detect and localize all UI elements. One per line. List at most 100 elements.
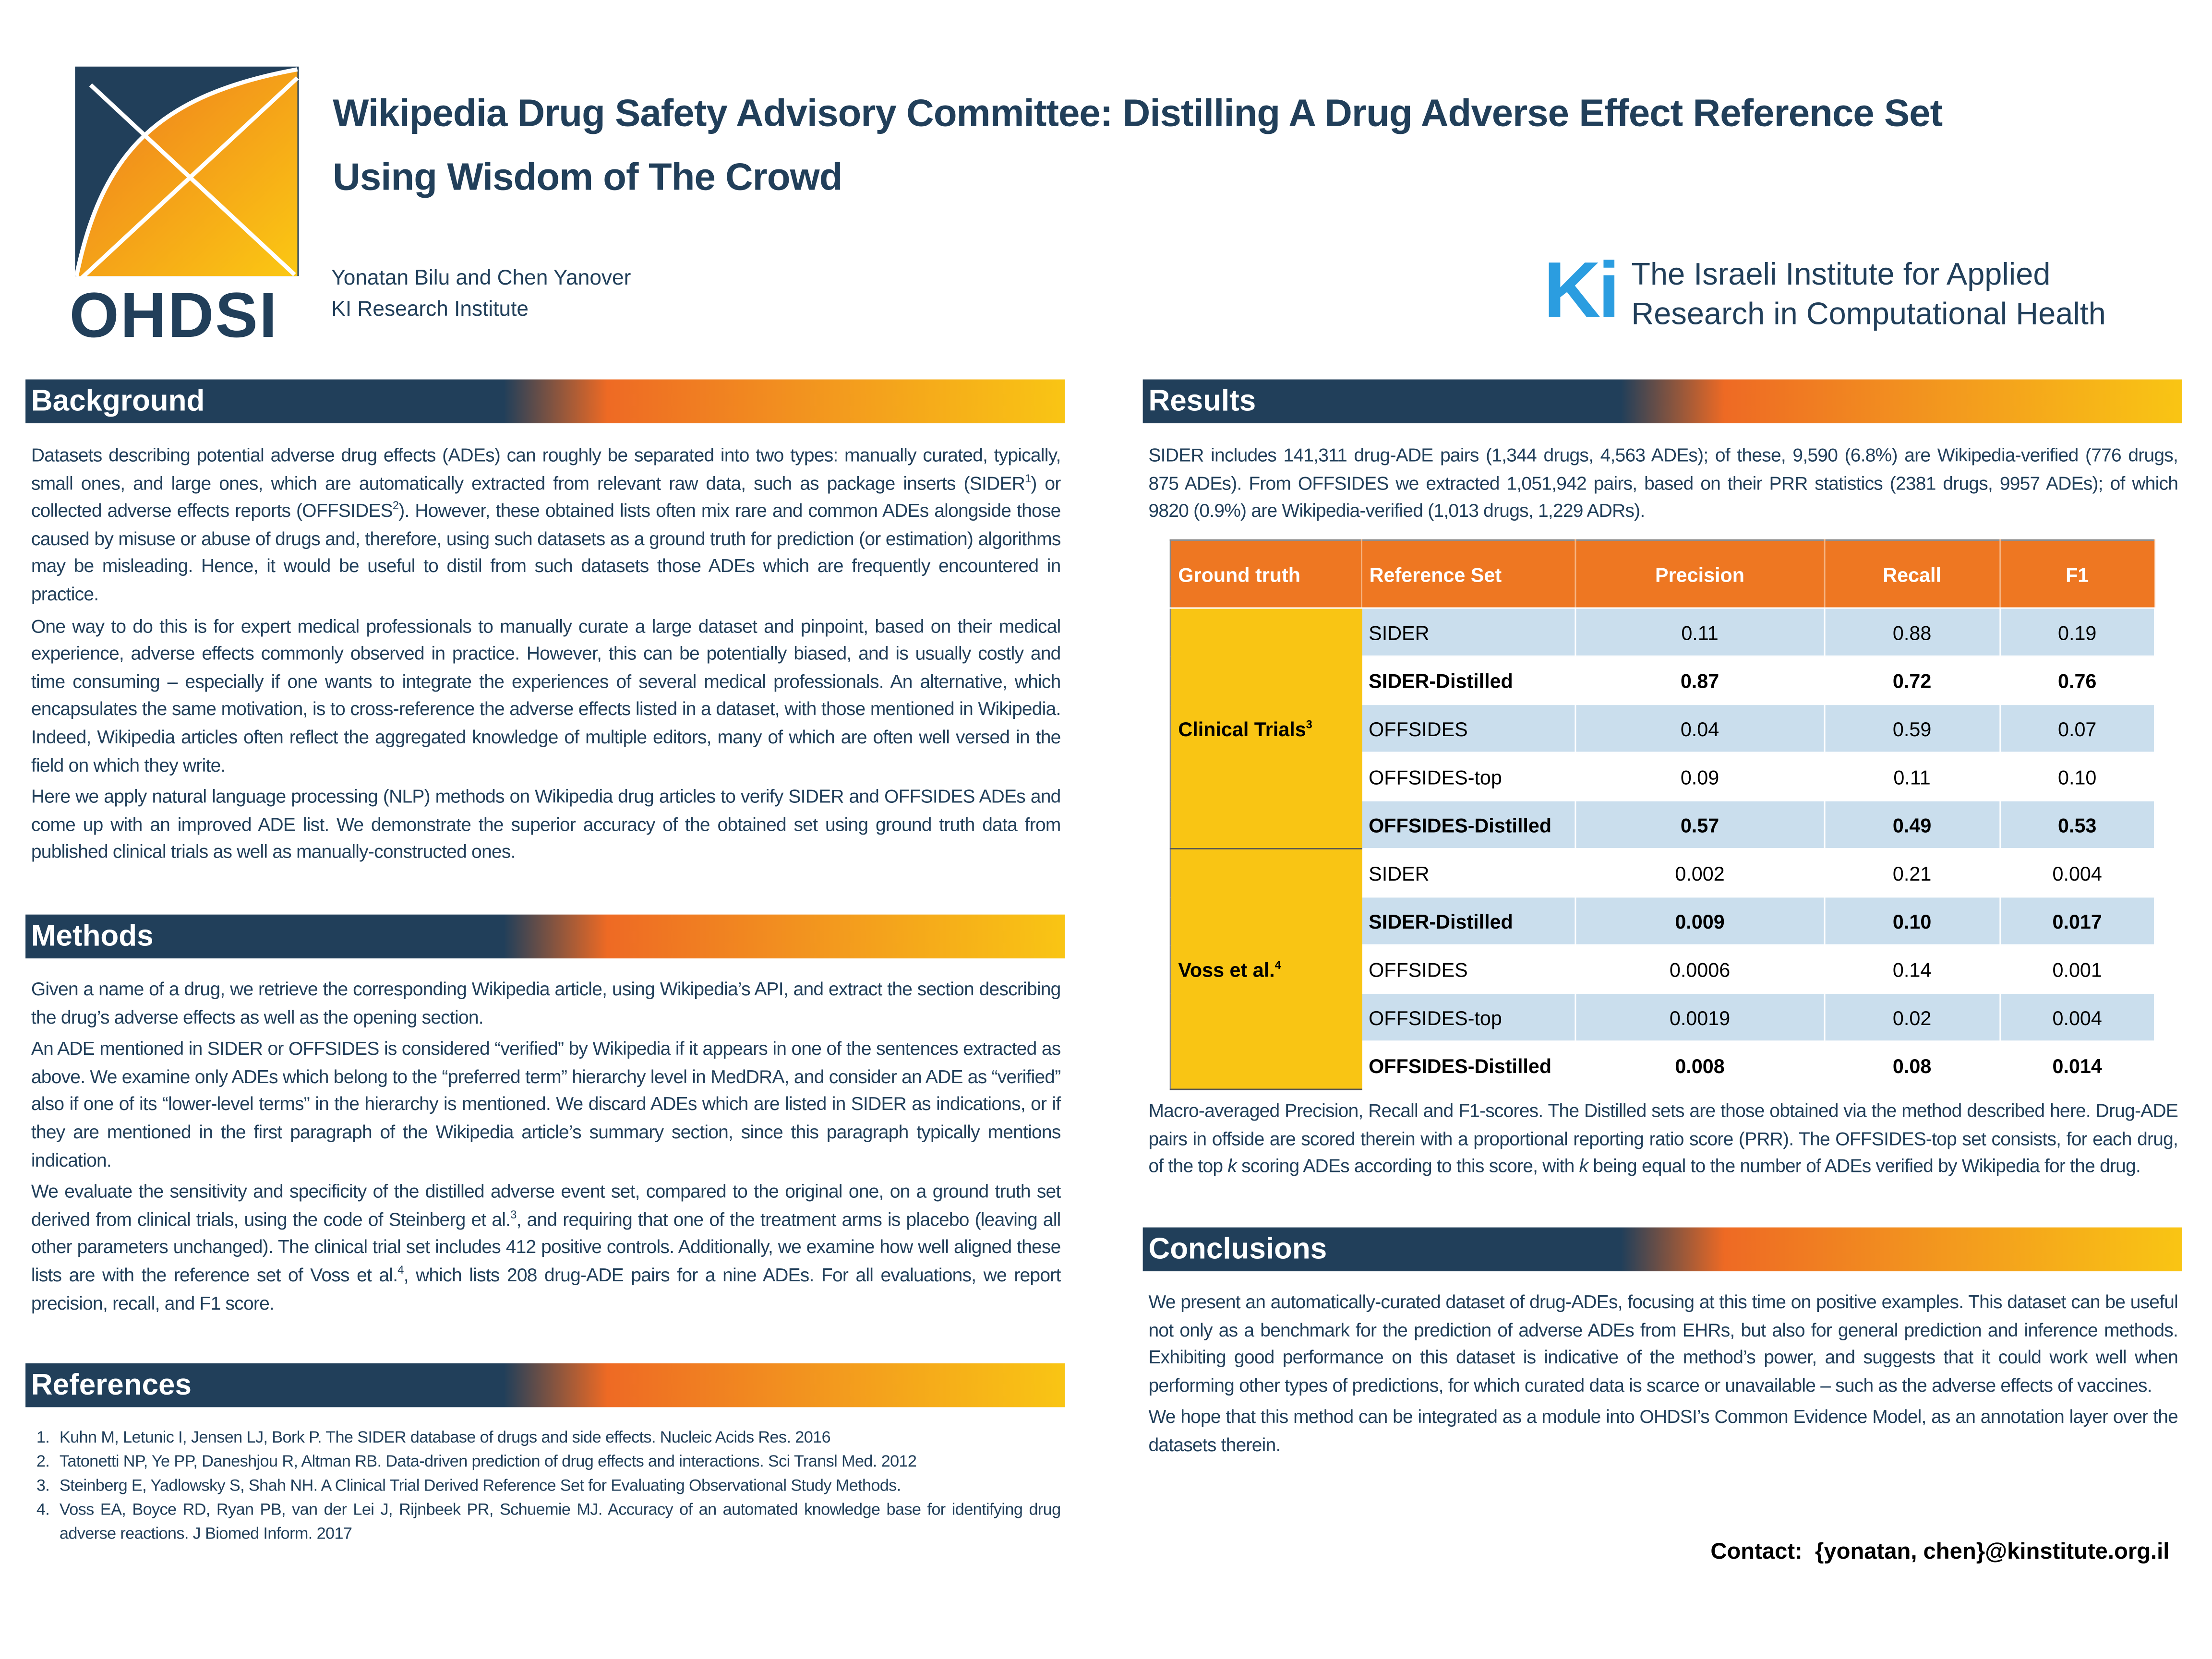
contact-info: Contact: {yonatan, chen}@kinstitute.org.…	[1710, 1540, 2170, 1564]
reference-set-cell: SIDER	[1361, 848, 1576, 898]
recall-cell: 0.11	[1824, 752, 2001, 801]
poster-title: Wikipedia Drug Safety Advisory Committee…	[333, 82, 2117, 210]
reference-set-cell: SIDER-Distilled	[1361, 896, 1576, 946]
table-row: SIDER-Distilled 0.87 0.72 0.76	[1170, 656, 2155, 705]
reference-item: Voss EA, Boyce RD, Ryan PB, van der Lei …	[54, 1498, 1061, 1546]
table-row: OFFSIDES-top 0.0019 0.02 0.004	[1170, 993, 2155, 1042]
f1-cell: 0.014	[1999, 1041, 2155, 1090]
f1-cell: 0.001	[1999, 945, 2155, 994]
reference-set-cell: OFFSIDES	[1361, 945, 1576, 994]
f1-cell: 0.53	[1999, 800, 2155, 850]
precision-cell: 0.002	[1575, 848, 1825, 898]
table-row: OFFSIDES 0.04 0.59 0.07	[1170, 704, 2155, 753]
recall-cell: 0.88	[1824, 608, 2001, 657]
reference-item: Tatonetti NP, Ye PP, Daneshjou R, Altman…	[54, 1450, 1060, 1474]
reference-set-cell: OFFSIDES	[1361, 704, 1576, 753]
reference-set-cell: SIDER-Distilled	[1361, 656, 1576, 705]
ground-truth-citation: 4	[1274, 958, 1281, 971]
precision-cell: 0.57	[1575, 800, 1825, 850]
ki-logo-mark: Ki	[1543, 245, 1620, 334]
methods-paragraph-2: An ADE mentioned in SIDER or OFFSIDES is…	[31, 1038, 1061, 1170]
precision-cell: 0.009	[1575, 896, 1825, 946]
table-row: OFFSIDES-Distilled 0.57 0.49 0.53	[1170, 800, 2155, 850]
f1-cell: 0.004	[1999, 993, 2155, 1042]
recall-cell: 0.21	[1824, 848, 2001, 898]
f1-cell: 0.004	[1999, 848, 2155, 898]
section-heading-results: Results	[1142, 379, 2182, 424]
recall-cell: 0.14	[1824, 945, 2001, 994]
header-ground-truth: Ground truth	[1170, 540, 1362, 609]
recall-cell: 0.10	[1824, 896, 2001, 946]
table-row: OFFSIDES-top 0.09 0.11 0.10	[1170, 752, 2155, 801]
reference-set-cell: OFFSIDES-Distilled	[1361, 1041, 1576, 1090]
ground-truth-cell: Voss et al.4	[1170, 848, 1362, 1090]
precision-cell: 0.04	[1575, 704, 1825, 753]
section-heading-methods: Methods	[25, 914, 1065, 959]
background-paragraph-2: One way to do this is for expert medical…	[31, 615, 1061, 776]
ki-institute-logo: Ki The Israeli Institute for Applied Res…	[1544, 245, 2195, 340]
table-caption: Macro-averaged Precision, Recall and F1-…	[1148, 1100, 2178, 1177]
affiliation: KI Research Institute	[331, 297, 529, 322]
background-paragraph-1: Datasets describing potential adverse dr…	[31, 444, 1061, 605]
f1-cell: 0.017	[1999, 896, 2155, 946]
f1-cell: 0.19	[1999, 608, 2155, 657]
ohdsi-logo-text: OHDSI	[69, 279, 278, 351]
precision-cell: 0.09	[1575, 752, 1825, 801]
table-row: OFFSIDES-Distilled 0.008 0.08 0.014	[1170, 1041, 2155, 1090]
section-heading-conclusions: Conclusions	[1142, 1227, 2182, 1272]
reference-item: Steinberg E, Yadlowsky S, Shah NH. A Cli…	[54, 1474, 1060, 1498]
precision-cell: 0.0019	[1575, 993, 1825, 1042]
results-table: Ground truth Reference Set Precision Rec…	[1169, 539, 2155, 1090]
table-row: Clinical Trials3 SIDER 0.11 0.88 0.19	[1170, 608, 2155, 850]
ki-name-line-1: The Israeli Institute for Applied	[1631, 256, 2051, 292]
recall-cell: 0.72	[1824, 656, 2001, 705]
header-recall: Recall	[1824, 540, 2001, 609]
f1-cell: 0.10	[1999, 752, 2155, 801]
table-row: Voss et al.4 SIDER 0.002 0.21 0.004	[1170, 848, 2155, 1090]
ground-truth-cell: Clinical Trials3	[1170, 608, 1362, 850]
title-line-1: Wikipedia Drug Safety Advisory Committee…	[333, 92, 1943, 135]
recall-cell: 0.08	[1824, 1041, 2001, 1090]
ground-truth-name: Voss et al.	[1178, 957, 1275, 980]
ki-institute-name: The Israeli Institute for Applied Resear…	[1631, 255, 2105, 334]
f1-cell: 0.76	[1999, 656, 2155, 705]
authors: Yonatan Bilu and Chen Yanover	[331, 266, 631, 290]
section-heading-references: References	[25, 1363, 1065, 1408]
author-block: Yonatan Bilu and Chen Yanover KI Researc…	[331, 263, 631, 326]
recall-cell: 0.02	[1824, 993, 2001, 1042]
header-f1: F1	[1999, 540, 2155, 609]
recall-cell: 0.49	[1824, 800, 2001, 850]
table-header-row: Ground truth Reference Set Precision Rec…	[1170, 540, 2155, 609]
conclusions-text: We present an automatically-curated data…	[1148, 1289, 2178, 1464]
precision-cell: 0.87	[1575, 656, 1825, 705]
reference-item: Kuhn M, Letunic I, Jensen LJ, Bork P. Th…	[54, 1426, 1060, 1450]
reference-set-cell: OFFSIDES-Distilled	[1361, 800, 1576, 850]
table-row: OFFSIDES 0.0006 0.14 0.001	[1170, 945, 2155, 994]
precision-cell: 0.0006	[1575, 945, 1825, 994]
methods-paragraph-3: We evaluate the sensitivity and specific…	[31, 1181, 1061, 1313]
conclusions-paragraph-2: We hope that this method can be integrat…	[1148, 1406, 2178, 1456]
ohdsi-logo-icon	[74, 66, 299, 281]
background-text: Datasets describing potential adverse dr…	[31, 442, 1061, 871]
precision-cell: 0.008	[1575, 1041, 1825, 1090]
recall-cell: 0.59	[1824, 704, 2001, 753]
reference-set-cell: OFFSIDES-top	[1361, 752, 1576, 801]
reference-set-cell: OFFSIDES-top	[1361, 993, 1576, 1042]
precision-cell: 0.11	[1575, 608, 1825, 657]
ground-truth-name: Clinical Trials	[1178, 717, 1306, 740]
ground-truth-citation: 3	[1306, 717, 1312, 730]
table-row: SIDER-Distilled 0.009 0.10 0.017	[1170, 896, 2155, 946]
section-heading-background: Background	[25, 379, 1065, 424]
methods-paragraph-1: Given a name of a drug, we retrieve the …	[31, 978, 1061, 1027]
header-reference-set: Reference Set	[1361, 540, 1576, 609]
f1-cell: 0.07	[1999, 704, 2155, 753]
reference-set-cell: SIDER	[1361, 608, 1576, 657]
ohdsi-logo: OHDSI	[69, 66, 300, 353]
results-intro: SIDER includes 141,311 drug-ADE pairs (1…	[1148, 444, 2178, 522]
results-table-wrapper: Ground truth Reference Set Precision Rec…	[1169, 539, 2155, 1090]
conclusions-paragraph-1: We present an automatically-curated data…	[1148, 1291, 2178, 1396]
references-list: Kuhn M, Letunic I, Jensen LJ, Bork P. Th…	[28, 1426, 1061, 1546]
title-line-2: Using Wisdom of The Crowd	[333, 155, 842, 199]
header-precision: Precision	[1575, 540, 1825, 609]
